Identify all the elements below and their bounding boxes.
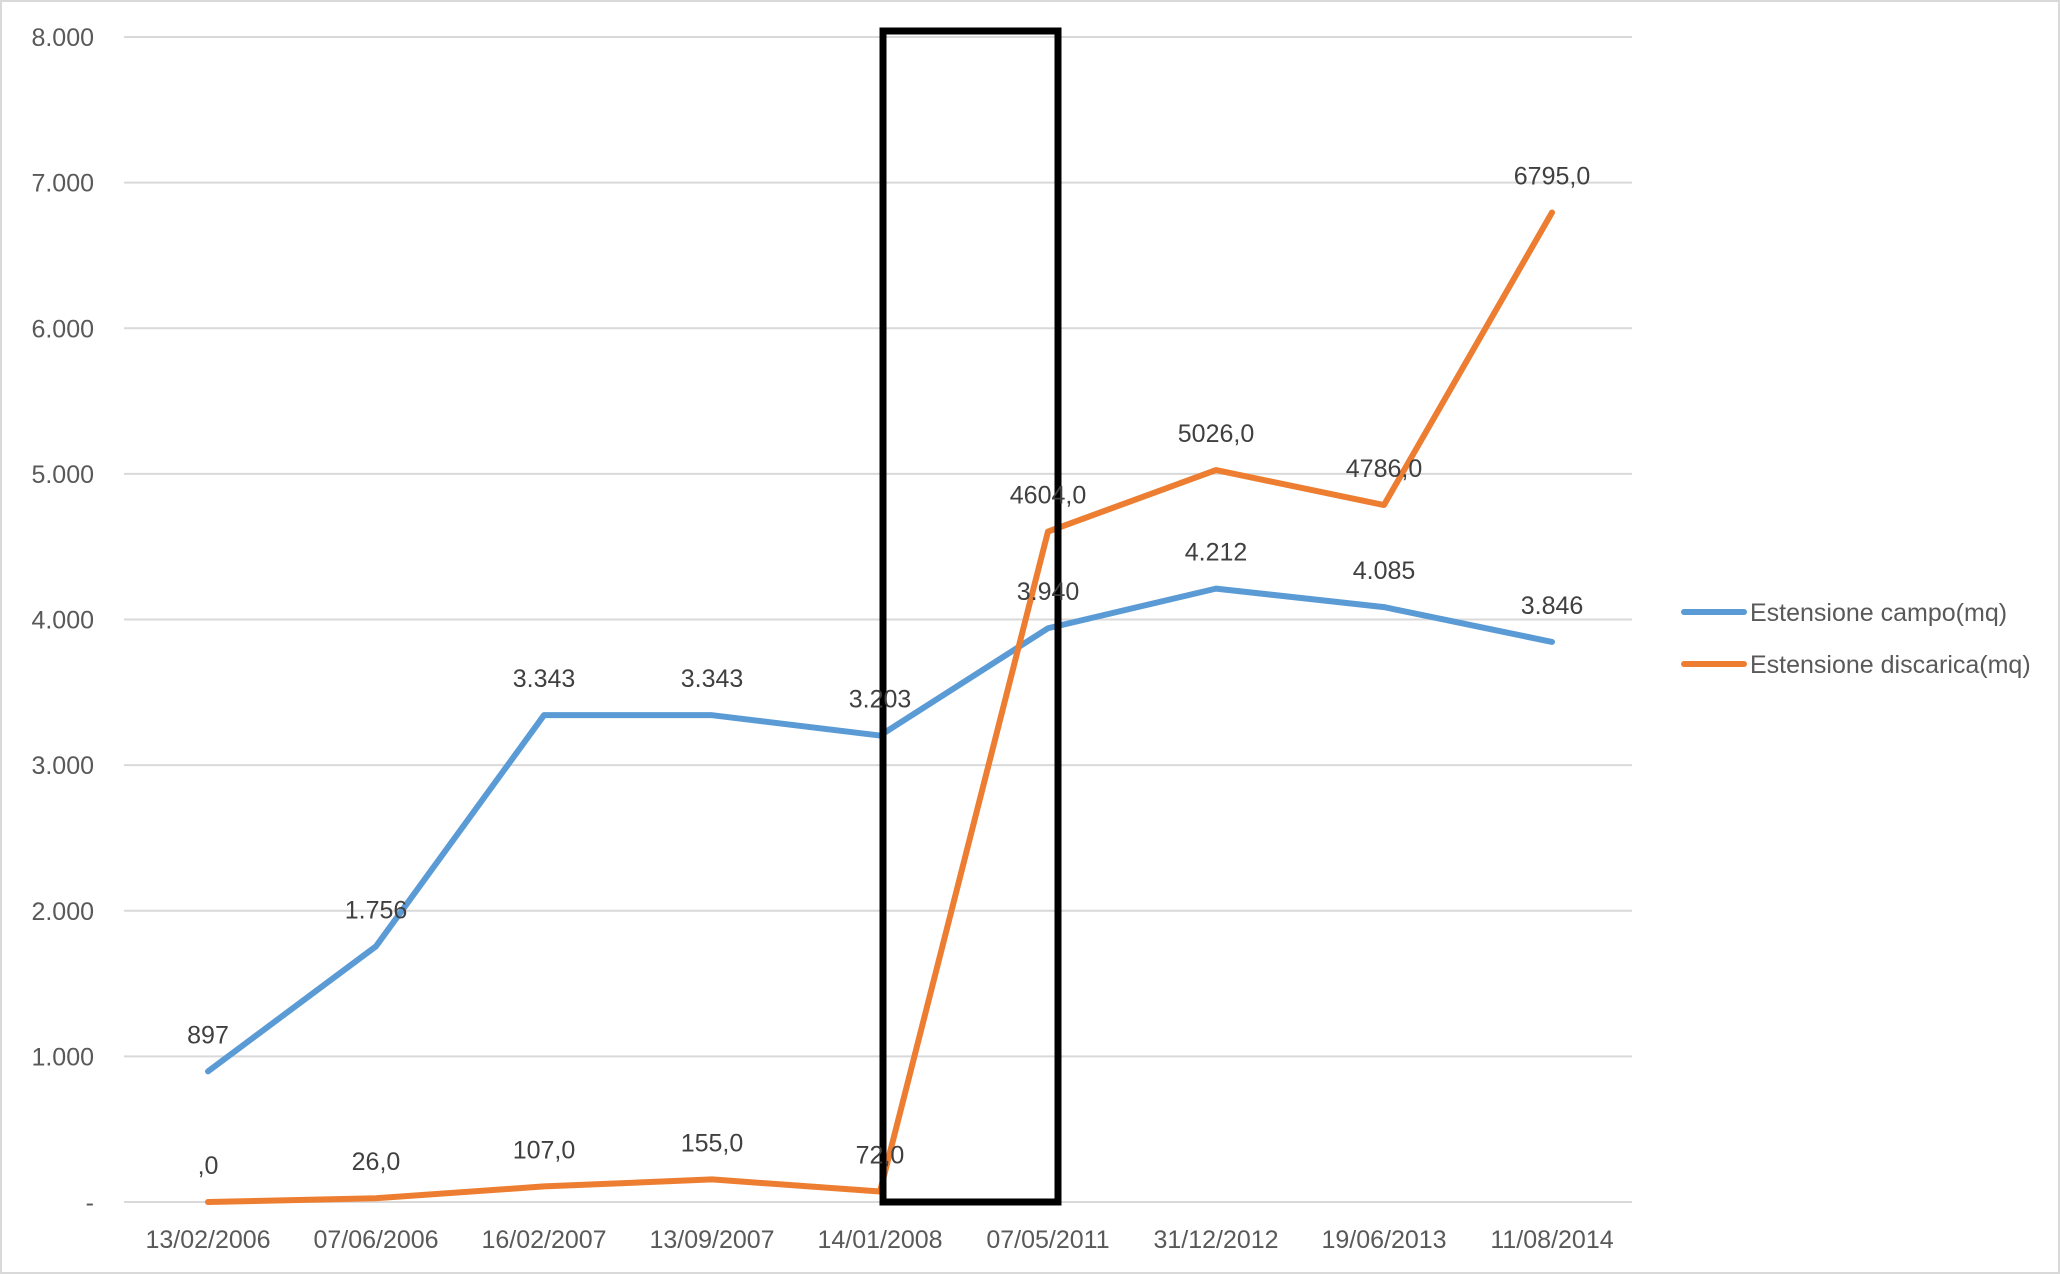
data-label: 4.212 [1185, 539, 1248, 567]
x-axis-tick-labels: 13/02/2006 07/06/2006 16/02/2007 13/09/2007… [145, 1226, 1613, 1254]
y-tick-label: 8.000 [31, 24, 94, 52]
x-tick-label: 31/12/2012 [1153, 1226, 1278, 1254]
gridlines [124, 36, 1632, 1203]
y-tick-label: 7.000 [31, 170, 94, 198]
highlight-box [879, 27, 1062, 1206]
x-tick-label: 11/08/2014 [1490, 1226, 1613, 1254]
data-labels: 897 1.756 3.343 3.343 3.203 3.940 4.212 4.085 3.… [187, 162, 1590, 1180]
data-label: 3.343 [513, 665, 576, 693]
legend: Estensione campo(mq) Estensione discarica… [1681, 599, 2031, 679]
y-tick-label: 6.000 [31, 315, 94, 343]
data-label: 3.343 [681, 665, 744, 693]
data-label: 4.085 [1353, 557, 1416, 585]
legend-label: Estensione campo(mq) [1750, 599, 2007, 627]
x-tick-label: 13/09/2007 [649, 1226, 774, 1254]
data-label: 4786,0 [1346, 455, 1422, 483]
y-tick-label: 5.000 [31, 461, 94, 489]
data-label: 6795,0 [1514, 162, 1590, 190]
y-tick-label: 2.000 [31, 898, 94, 926]
data-label: 897 [187, 1021, 229, 1049]
x-tick-label: 07/05/2011 [986, 1226, 1109, 1254]
data-label: 3.846 [1521, 592, 1584, 620]
legend-label: Estensione discarica(mq) [1750, 651, 2031, 679]
annotations [879, 27, 1062, 1206]
data-label: 72,0 [856, 1142, 905, 1170]
data-label: 4604,0 [1010, 482, 1086, 510]
data-label: 3.203 [849, 686, 912, 714]
x-tick-label: 19/06/2013 [1321, 1226, 1446, 1254]
y-tick-label: 4.000 [31, 607, 94, 635]
x-tick-label: 16/02/2007 [481, 1226, 606, 1254]
y-tick-label: 3.000 [31, 752, 94, 780]
data-label: 3.940 [1017, 578, 1080, 606]
data-label: ,0 [198, 1152, 219, 1180]
data-label: 155,0 [681, 1129, 744, 1157]
data-label: 1.756 [345, 896, 408, 924]
y-axis-tick-labels: - 1.000 2.000 3.000 4.000 5.000 6.000 7.000 8.00… [31, 24, 94, 1217]
data-label: 5026,0 [1178, 420, 1254, 448]
data-label: 107,0 [513, 1136, 576, 1164]
x-tick-label: 13/02/2006 [145, 1226, 270, 1254]
y-tick-label: 1.000 [31, 1043, 94, 1071]
data-label: 26,0 [352, 1148, 401, 1176]
y-tick-label: - [86, 1189, 94, 1217]
x-tick-label: 07/06/2006 [313, 1226, 438, 1254]
x-tick-label: 14/01/2008 [817, 1226, 942, 1254]
